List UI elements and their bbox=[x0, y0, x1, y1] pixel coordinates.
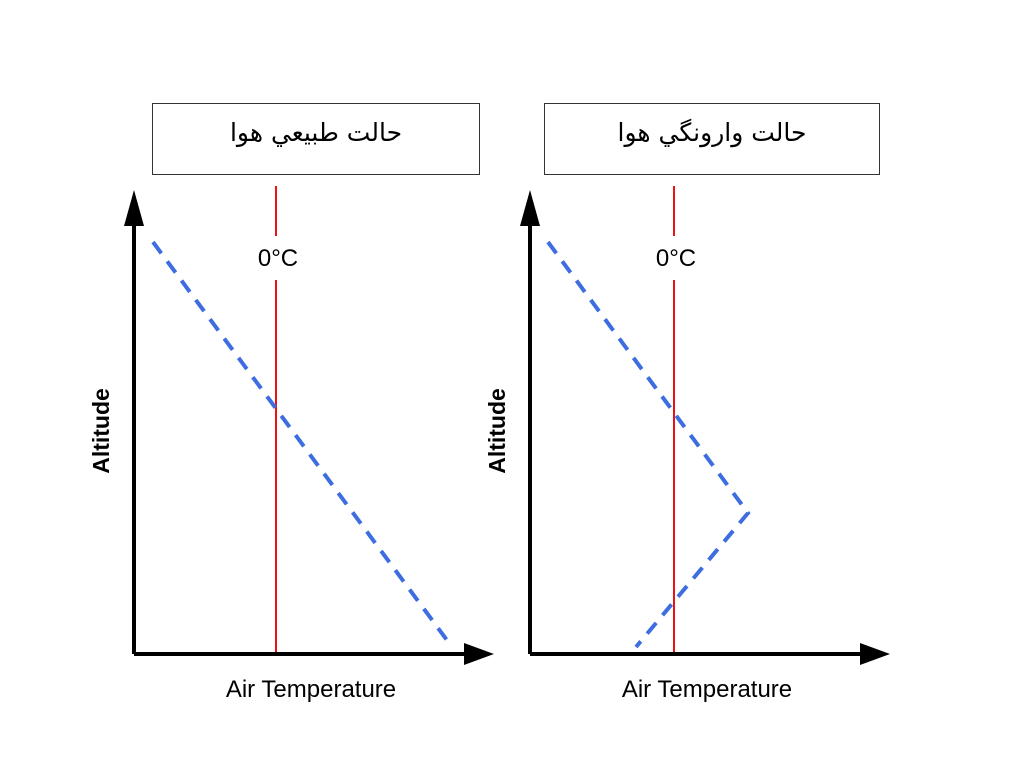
zero-celsius-label-left: 0°C bbox=[258, 245, 298, 272]
x-axis-arrow-left bbox=[464, 643, 494, 665]
y-axis-label-left: Altitude bbox=[88, 388, 114, 474]
x-axis-label-left: Air Temperature bbox=[226, 676, 396, 703]
panel-normal-title: حالت طبيعي هوا bbox=[152, 103, 480, 175]
x-axis-label-right: Air Temperature bbox=[622, 676, 792, 703]
temperature-profile-right bbox=[546, 240, 751, 649]
zero-celsius-label-right: 0°C bbox=[656, 245, 696, 272]
y-axis-label-right: Altitude bbox=[484, 388, 510, 474]
panel-inversion-title: حالت وارونگي هوا bbox=[544, 103, 880, 175]
panel-normal: 0°C Air Temperature Altitude bbox=[88, 186, 494, 703]
y-axis-arrow-left bbox=[124, 190, 144, 226]
panel-inversion: 0°C Air Temperature Altitude bbox=[484, 186, 890, 703]
x-axis-arrow-right bbox=[860, 643, 890, 665]
y-axis-arrow-right bbox=[520, 190, 540, 226]
temperature-profile-left bbox=[151, 240, 454, 649]
